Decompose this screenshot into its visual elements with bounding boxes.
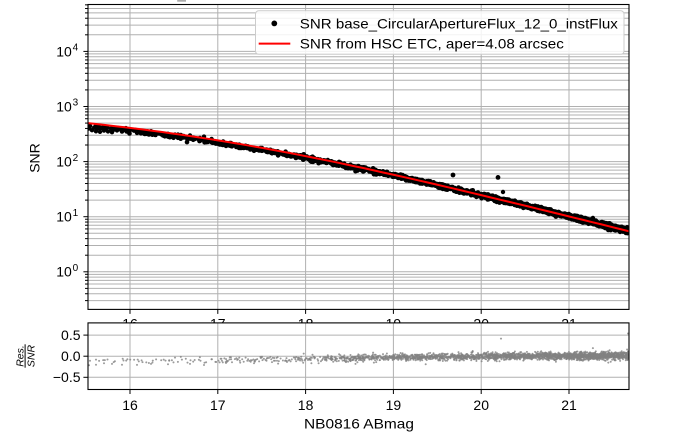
- svg-text:10: 10: [56, 264, 72, 280]
- svg-text:1: 1: [73, 208, 79, 219]
- svg-text:10: 10: [56, 154, 72, 170]
- svg-text:2: 2: [73, 153, 79, 164]
- svg-text:10: 10: [56, 209, 72, 225]
- svg-text:10: 10: [56, 98, 72, 114]
- svg-text:SNR: SNR: [27, 143, 43, 173]
- svg-text:4: 4: [73, 43, 79, 54]
- svg-text:3: 3: [73, 98, 79, 109]
- svg-text:10: 10: [56, 43, 72, 59]
- svg-text:0: 0: [73, 263, 79, 274]
